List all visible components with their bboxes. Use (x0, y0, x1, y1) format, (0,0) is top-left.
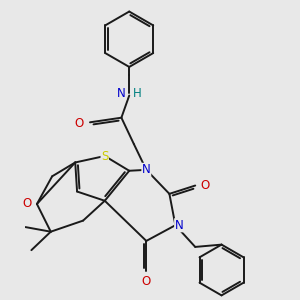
Text: O: O (201, 179, 210, 192)
Text: S: S (101, 149, 109, 163)
Text: O: O (142, 275, 151, 288)
Text: O: O (75, 117, 84, 130)
Text: H: H (133, 87, 142, 100)
Text: N: N (175, 219, 184, 232)
Text: N: N (142, 163, 151, 176)
Text: N: N (117, 87, 126, 100)
Text: O: O (22, 197, 32, 211)
